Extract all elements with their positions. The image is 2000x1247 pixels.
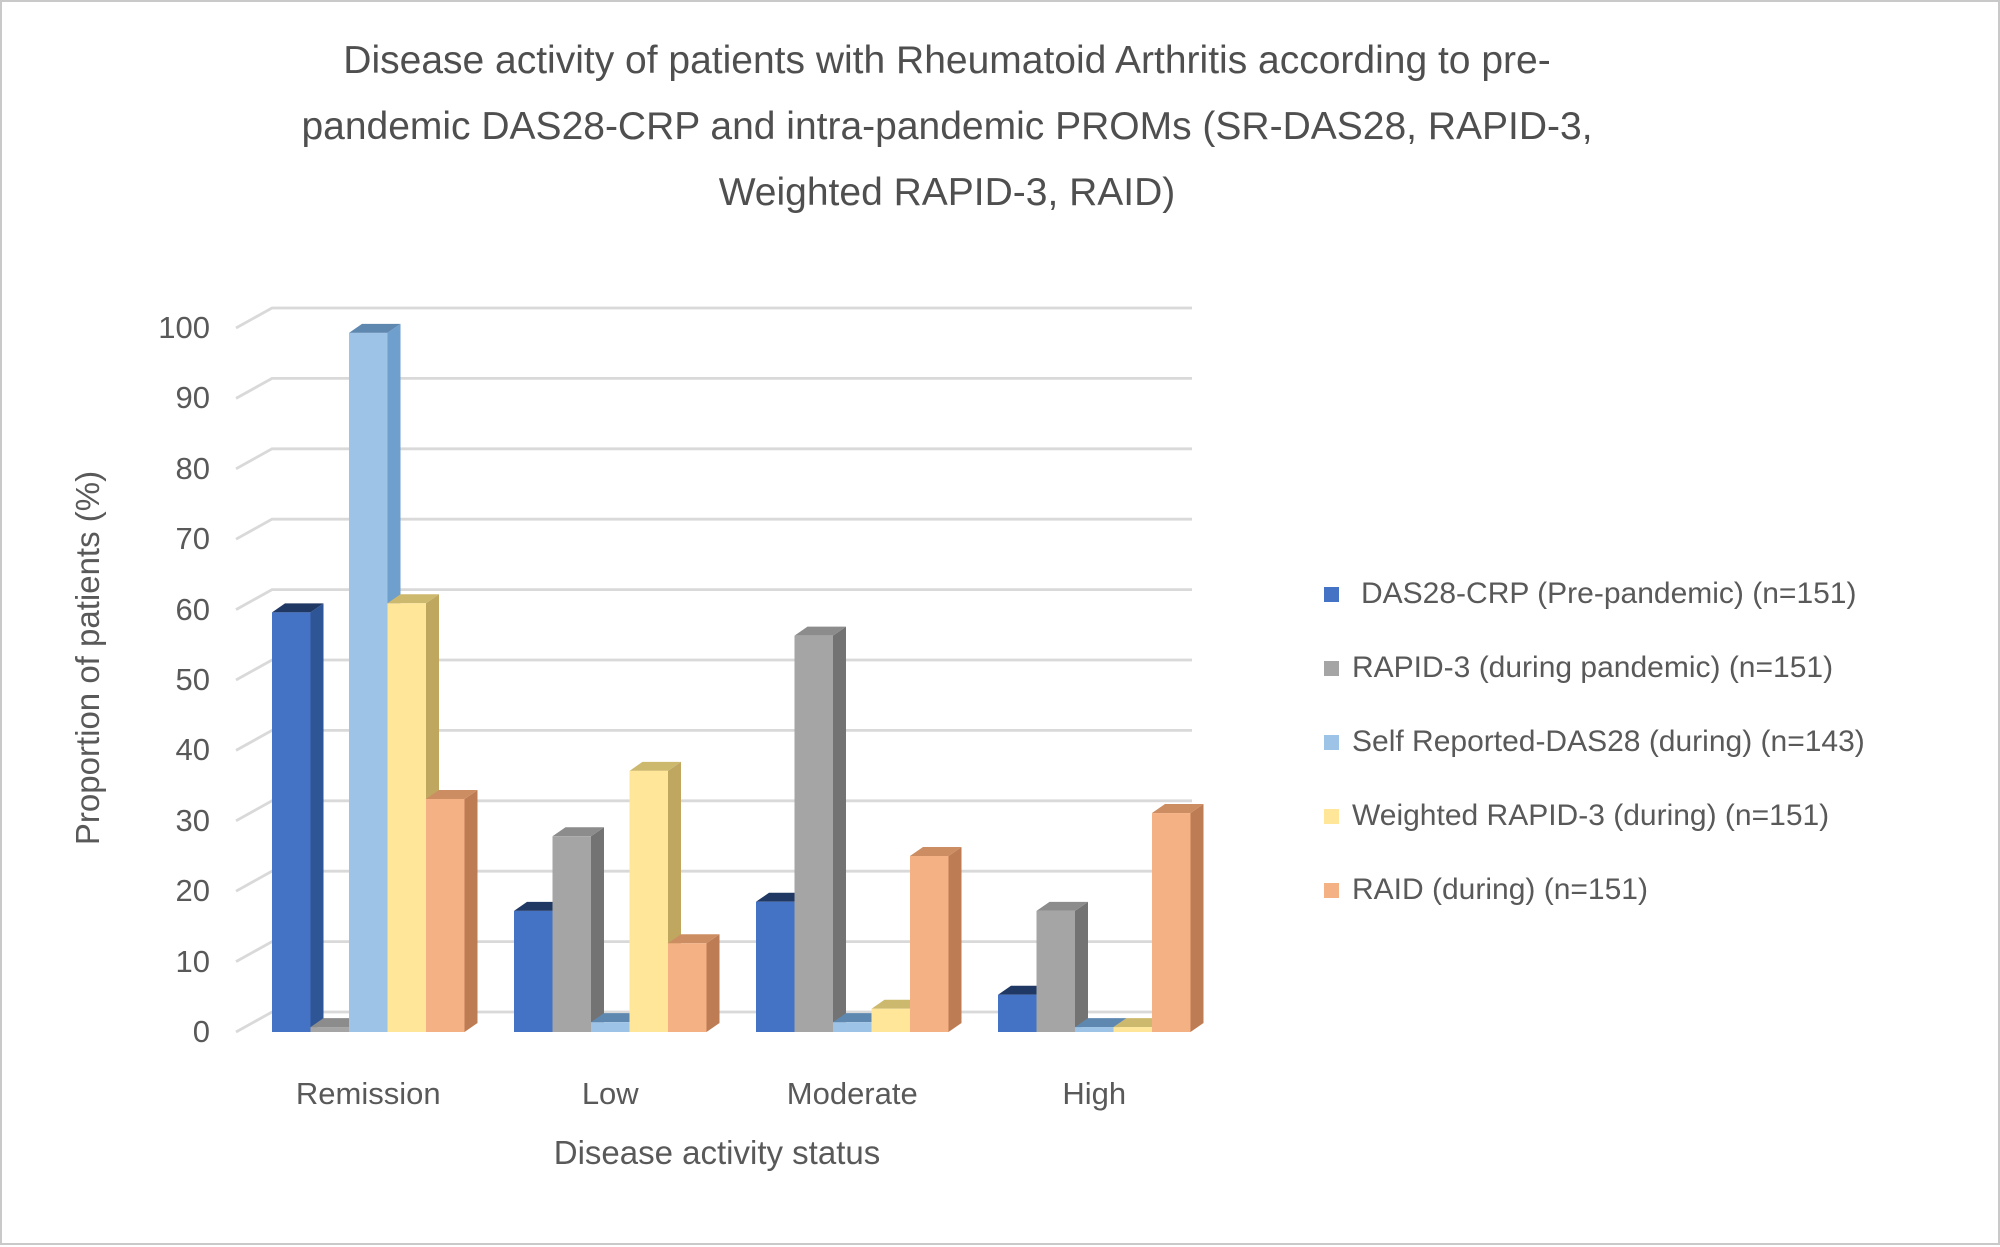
legend-item-1: DAS28-CRP (Pre-pandemic) (n=151) bbox=[1324, 576, 1856, 612]
bar-moderate-self bbox=[833, 1022, 872, 1032]
legend-item-2: RAPID-3 (during pandemic) (n=151) bbox=[1324, 650, 1833, 686]
bar-top-high-raid bbox=[1152, 804, 1204, 814]
category-label-moderate: Moderate bbox=[786, 1076, 918, 1111]
bar-moderate-weighted bbox=[871, 1008, 910, 1032]
bar-moderate-raid bbox=[910, 856, 949, 1032]
bar-low-weighted bbox=[629, 770, 668, 1032]
bar-high-weighted bbox=[1113, 1027, 1152, 1032]
bar-top-remission-das28-crp bbox=[272, 603, 324, 613]
bar-side-moderate-raid bbox=[948, 847, 962, 1032]
y-tick-label-0: 0 bbox=[192, 1014, 210, 1049]
y-tick-label-50: 50 bbox=[175, 662, 210, 697]
bar-top-high-self bbox=[1075, 1018, 1127, 1028]
bar-top-moderate-raid bbox=[910, 847, 962, 856]
chart-title-line-1: Disease activity of patients with Rheuma… bbox=[343, 39, 1551, 82]
bar-top-remission-raid bbox=[426, 789, 478, 799]
bar-moderate-rapid-3 bbox=[794, 635, 833, 1032]
gridline-80 bbox=[235, 447, 1192, 471]
legend-swatch-icon bbox=[1324, 882, 1339, 898]
bar-low-rapid-3 bbox=[552, 836, 591, 1032]
bar-high-raid bbox=[1152, 813, 1191, 1032]
category-label-high: High bbox=[1062, 1076, 1127, 1111]
bar-side-low-rapid-3 bbox=[591, 827, 604, 1032]
legend-item-3: Self Reported-DAS28 (during) (n=143) bbox=[1324, 724, 1865, 760]
bar-top-remission-self bbox=[349, 323, 401, 333]
legend-label: Weighted RAPID-3 (during) (n=151) bbox=[1352, 799, 1830, 832]
bar-moderate-das28-crp bbox=[756, 901, 795, 1032]
y-tick-label-20: 20 bbox=[175, 873, 210, 909]
legend-item-4: Weighted RAPID-3 (during) (n=151) bbox=[1324, 798, 1829, 834]
bar-side-remission-raid bbox=[464, 789, 478, 1032]
bar-side-remission-das28-crp bbox=[310, 603, 324, 1032]
bar-top-low-rapid-3 bbox=[552, 827, 604, 837]
bar-side-high-raid bbox=[1190, 804, 1204, 1032]
bar-high-das28-crp bbox=[998, 994, 1037, 1032]
gridline-100 bbox=[235, 306, 1192, 330]
chart-title: Disease activity of patients with Rheuma… bbox=[122, 28, 1772, 226]
legend-label: RAID (during) (n=151) bbox=[1352, 873, 1648, 906]
bar-remission-das28-crp bbox=[272, 612, 311, 1032]
y-tick-label-40: 40 bbox=[175, 732, 210, 768]
gridline-60 bbox=[235, 588, 1192, 611]
gridline-70 bbox=[235, 517, 1192, 541]
y-tick-label-80: 80 bbox=[175, 450, 210, 486]
bar-low-self bbox=[591, 1022, 630, 1032]
y-tick-label-10: 10 bbox=[175, 943, 210, 979]
bar-side-low-raid bbox=[706, 934, 720, 1032]
bar-top-remission-weighted bbox=[387, 594, 439, 604]
bar-high-rapid-3 bbox=[1036, 910, 1075, 1032]
chart-title-line-2: pandemic DAS28-CRP and intra-pandemic PR… bbox=[301, 105, 1593, 148]
bar-top-high-rapid-3 bbox=[1036, 901, 1088, 911]
y-tick-label-70: 70 bbox=[175, 521, 210, 557]
bar-low-raid bbox=[668, 943, 707, 1032]
y-tick-label-100: 100 bbox=[158, 310, 210, 345]
legend-swatch-icon bbox=[1324, 660, 1339, 676]
bar-top-low-weighted bbox=[629, 761, 681, 771]
bar-top-low-raid bbox=[668, 934, 720, 944]
legend-item-5: RAID (during) (n=151) bbox=[1324, 872, 1648, 908]
legend-swatch-icon bbox=[1324, 734, 1339, 750]
bar-remission-weighted bbox=[387, 603, 426, 1032]
bar-low-das28-crp bbox=[514, 910, 553, 1032]
bar-side-high-rapid-3 bbox=[1075, 901, 1088, 1032]
category-label-low: Low bbox=[581, 1076, 639, 1111]
legend-swatch-icon bbox=[1324, 586, 1339, 602]
legend-label: Self Reported-DAS28 (during) (n=143) bbox=[1352, 725, 1865, 758]
category-label-remission: Remission bbox=[295, 1076, 441, 1111]
legend-label: RAPID-3 (during pandemic) (n=151) bbox=[1352, 651, 1834, 684]
bar-side-moderate-rapid-3 bbox=[833, 626, 846, 1032]
y-tick-label-30: 30 bbox=[175, 802, 210, 838]
y-tick-label-90: 90 bbox=[175, 380, 210, 416]
bar-remission-raid bbox=[426, 798, 465, 1032]
bar-remission-rapid-3 bbox=[310, 1027, 349, 1032]
gridline-90 bbox=[235, 376, 1192, 400]
legend-swatch-icon bbox=[1324, 808, 1339, 824]
legend-label: DAS28-CRP (Pre-pandemic) (n=151) bbox=[1361, 577, 1857, 610]
bar-high-self bbox=[1075, 1027, 1114, 1032]
chart-title-line-3: Weighted RAPID-3, RAID) bbox=[718, 171, 1176, 214]
bar-top-moderate-rapid-3 bbox=[794, 626, 846, 636]
x-axis-title: Disease activity status bbox=[553, 1134, 881, 1171]
y-tick-label-60: 60 bbox=[175, 591, 210, 627]
bar-remission-self bbox=[349, 332, 388, 1033]
